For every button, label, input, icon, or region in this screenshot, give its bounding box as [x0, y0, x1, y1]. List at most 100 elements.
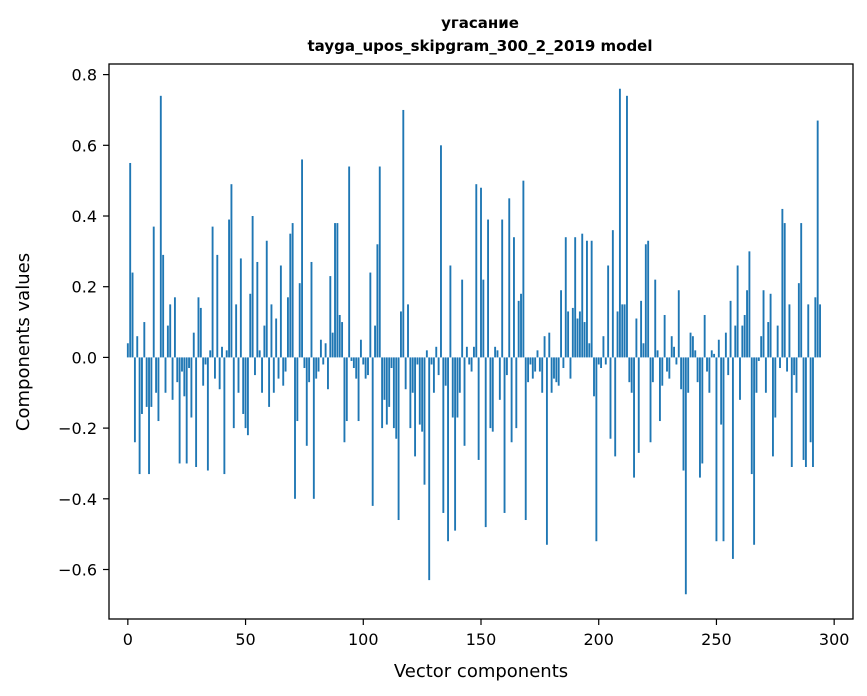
bar-235	[680, 357, 683, 390]
bar-136	[447, 357, 449, 542]
bar-67	[284, 357, 287, 372]
bar-42	[225, 350, 228, 358]
bar-59	[265, 240, 268, 358]
bar-217	[637, 357, 640, 453]
bar-285	[797, 283, 800, 358]
y-tick-label: −0.2	[58, 419, 97, 438]
bar-220	[644, 244, 647, 358]
bar-19	[171, 357, 174, 400]
bar-7	[143, 322, 146, 358]
bar-50	[244, 357, 247, 429]
bar-100	[362, 357, 365, 365]
bar-222	[649, 357, 652, 443]
bar-40	[221, 346, 223, 358]
bar-237	[684, 357, 687, 595]
bar-243	[699, 357, 701, 478]
bar-125	[421, 357, 424, 432]
bar-147	[472, 346, 475, 358]
bar-259	[736, 265, 739, 358]
bar-266	[753, 357, 756, 545]
bar-173	[534, 357, 537, 372]
bar-291	[812, 357, 814, 467]
bar-170	[527, 357, 530, 383]
bar-27	[190, 357, 193, 418]
bars-group	[126, 88, 821, 595]
bar-225	[656, 350, 659, 358]
bar-294	[819, 304, 821, 358]
bar-288	[804, 357, 807, 467]
bar-263	[746, 290, 748, 358]
bar-200	[597, 357, 600, 365]
bar-275	[774, 357, 777, 418]
x-tick-label: 100	[348, 630, 379, 649]
bar-18	[169, 304, 172, 358]
bar-218	[640, 300, 643, 358]
bar-55	[256, 261, 259, 358]
bar-207	[614, 357, 617, 457]
bar-192	[578, 311, 581, 358]
bar-58	[263, 325, 266, 358]
bar-12	[155, 357, 158, 393]
bar-195	[586, 240, 588, 358]
bar-257	[731, 357, 734, 559]
x-axis-label: Vector components	[394, 661, 568, 682]
bar-110	[385, 357, 388, 425]
bar-60	[268, 357, 271, 407]
bar-129	[430, 357, 433, 365]
bar-247	[708, 357, 711, 393]
bar-115	[397, 357, 400, 521]
bar-51	[246, 357, 249, 436]
bar-255	[727, 357, 730, 376]
bar-158	[498, 357, 501, 400]
bar-219	[642, 343, 645, 358]
bar-203	[604, 357, 607, 365]
bar-43	[228, 219, 231, 358]
bar-258	[734, 325, 737, 358]
bar-202	[602, 336, 605, 358]
bar-101	[364, 357, 367, 379]
bar-163	[510, 357, 513, 443]
bar-221	[647, 240, 650, 358]
bar-79	[312, 357, 315, 499]
bar-268	[757, 357, 760, 361]
bar-216	[635, 318, 638, 358]
bar-226	[658, 357, 661, 422]
bar-201	[600, 357, 603, 369]
bar-231	[670, 336, 673, 358]
bar-172	[531, 357, 534, 379]
bar-151	[482, 279, 485, 358]
bar-290	[809, 357, 812, 443]
bar-69	[289, 233, 292, 358]
bar-96	[352, 357, 355, 369]
bar-72	[296, 357, 299, 422]
y-axis-label: Components values	[13, 253, 34, 431]
bar-94	[348, 166, 351, 358]
bar-30	[197, 297, 200, 358]
bar-206	[611, 230, 614, 358]
bar-242	[696, 357, 699, 383]
bar-6	[141, 357, 143, 414]
bar-213	[628, 357, 631, 383]
bar-223	[651, 357, 654, 383]
bar-148	[475, 184, 478, 358]
x-tick-label: 250	[701, 630, 732, 649]
bar-227	[661, 357, 664, 386]
bar-25	[185, 357, 188, 464]
bar-54	[254, 357, 256, 376]
bar-24	[183, 357, 186, 397]
bar-280	[786, 357, 789, 372]
bar-68	[286, 297, 289, 358]
bar-118	[404, 357, 407, 390]
bar-205	[609, 357, 612, 439]
bar-234	[677, 290, 680, 358]
bar-87	[331, 332, 334, 358]
y-tick-label: 0.4	[72, 207, 97, 226]
bar-179	[548, 332, 551, 358]
bar-188	[569, 357, 572, 379]
bar-261	[741, 325, 744, 358]
bar-1	[129, 162, 132, 358]
bar-114	[395, 357, 398, 439]
y-tick-label: −0.6	[58, 561, 97, 580]
bar-165	[515, 357, 518, 429]
bar-277	[779, 357, 781, 369]
